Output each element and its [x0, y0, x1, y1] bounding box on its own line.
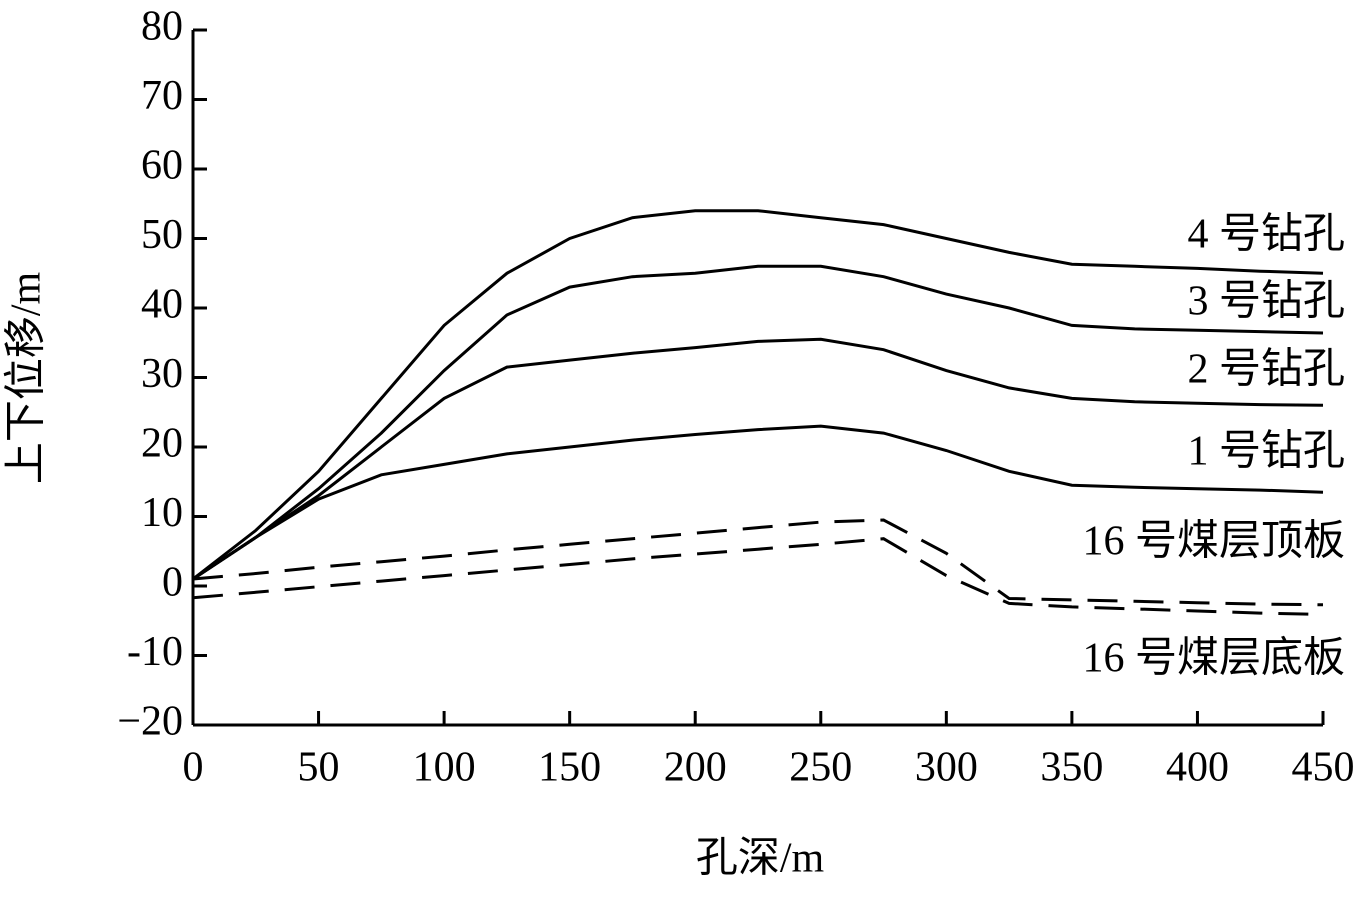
- series-label: 1 号钻孔: [1187, 429, 1345, 475]
- x-tick-label: 50: [298, 745, 340, 791]
- y-tick-label: 10: [141, 490, 183, 536]
- x-tick-label: 200: [664, 745, 727, 791]
- line: [192, 424, 1324, 581]
- x-tick-label: 300: [915, 745, 978, 791]
- line: [192, 337, 1324, 581]
- series-label: 16 号煤层底板: [1082, 636, 1345, 682]
- line: [192, 209, 1324, 581]
- x-tick-label: 100: [413, 745, 476, 791]
- line: [192, 264, 1324, 581]
- y-tick-label: −20: [117, 699, 183, 745]
- x-tick-label: 350: [1040, 745, 1103, 791]
- x-tick-label: 400: [1166, 745, 1229, 791]
- y-tick-label: 80: [141, 4, 183, 50]
- dashed-line: [192, 537, 1324, 616]
- series-label: 2 号钻孔: [1187, 347, 1345, 393]
- series-label: 4 号钻孔: [1187, 212, 1345, 258]
- y-tick-label: 30: [141, 351, 183, 397]
- y-axis-label: 上下位移/m: [3, 272, 50, 485]
- series-label: 16 号煤层顶板: [1082, 519, 1345, 565]
- x-tick-label: 250: [789, 745, 852, 791]
- y-tick-label: 40: [141, 282, 183, 328]
- y-tick-label: 70: [141, 73, 183, 119]
- y-tick-label: 0: [162, 560, 183, 606]
- x-tick-label: 0: [183, 745, 204, 791]
- y-tick-label: -10: [127, 629, 183, 675]
- x-axis-label: 孔深/m: [696, 836, 825, 882]
- y-tick-label: 20: [141, 421, 183, 467]
- y-tick-label: 60: [141, 143, 183, 189]
- x-tick-label: 450: [1292, 745, 1355, 791]
- x-tick-label: 150: [538, 745, 601, 791]
- y-tick-label: 50: [141, 212, 183, 258]
- dashed-line: [192, 518, 1324, 607]
- series-label: 3 号钻孔: [1187, 279, 1345, 325]
